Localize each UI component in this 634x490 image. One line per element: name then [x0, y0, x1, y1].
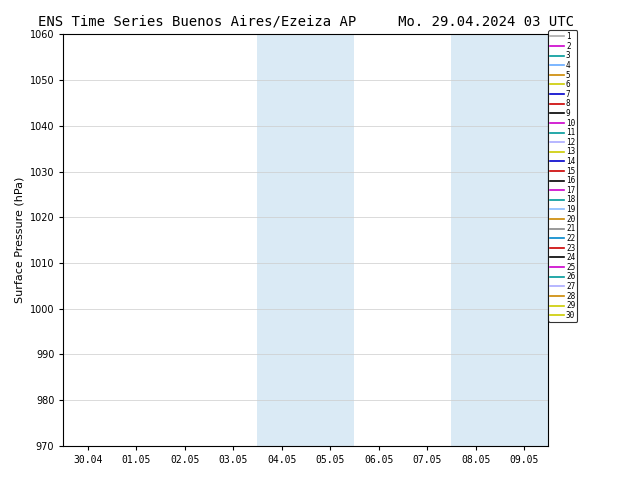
- Legend: 1, 2, 3, 4, 5, 6, 7, 8, 9, 10, 11, 12, 13, 14, 15, 16, 17, 18, 19, 20, 21, 22, 2: 1, 2, 3, 4, 5, 6, 7, 8, 9, 10, 11, 12, 1…: [548, 30, 577, 322]
- Y-axis label: Surface Pressure (hPa): Surface Pressure (hPa): [14, 177, 24, 303]
- Bar: [451, 34, 548, 446]
- Title: ENS Time Series Buenos Aires/Ezeiza AP     Mo. 29.04.2024 03 UTC: ENS Time Series Buenos Aires/Ezeiza AP M…: [38, 15, 574, 29]
- Bar: [257, 34, 354, 446]
